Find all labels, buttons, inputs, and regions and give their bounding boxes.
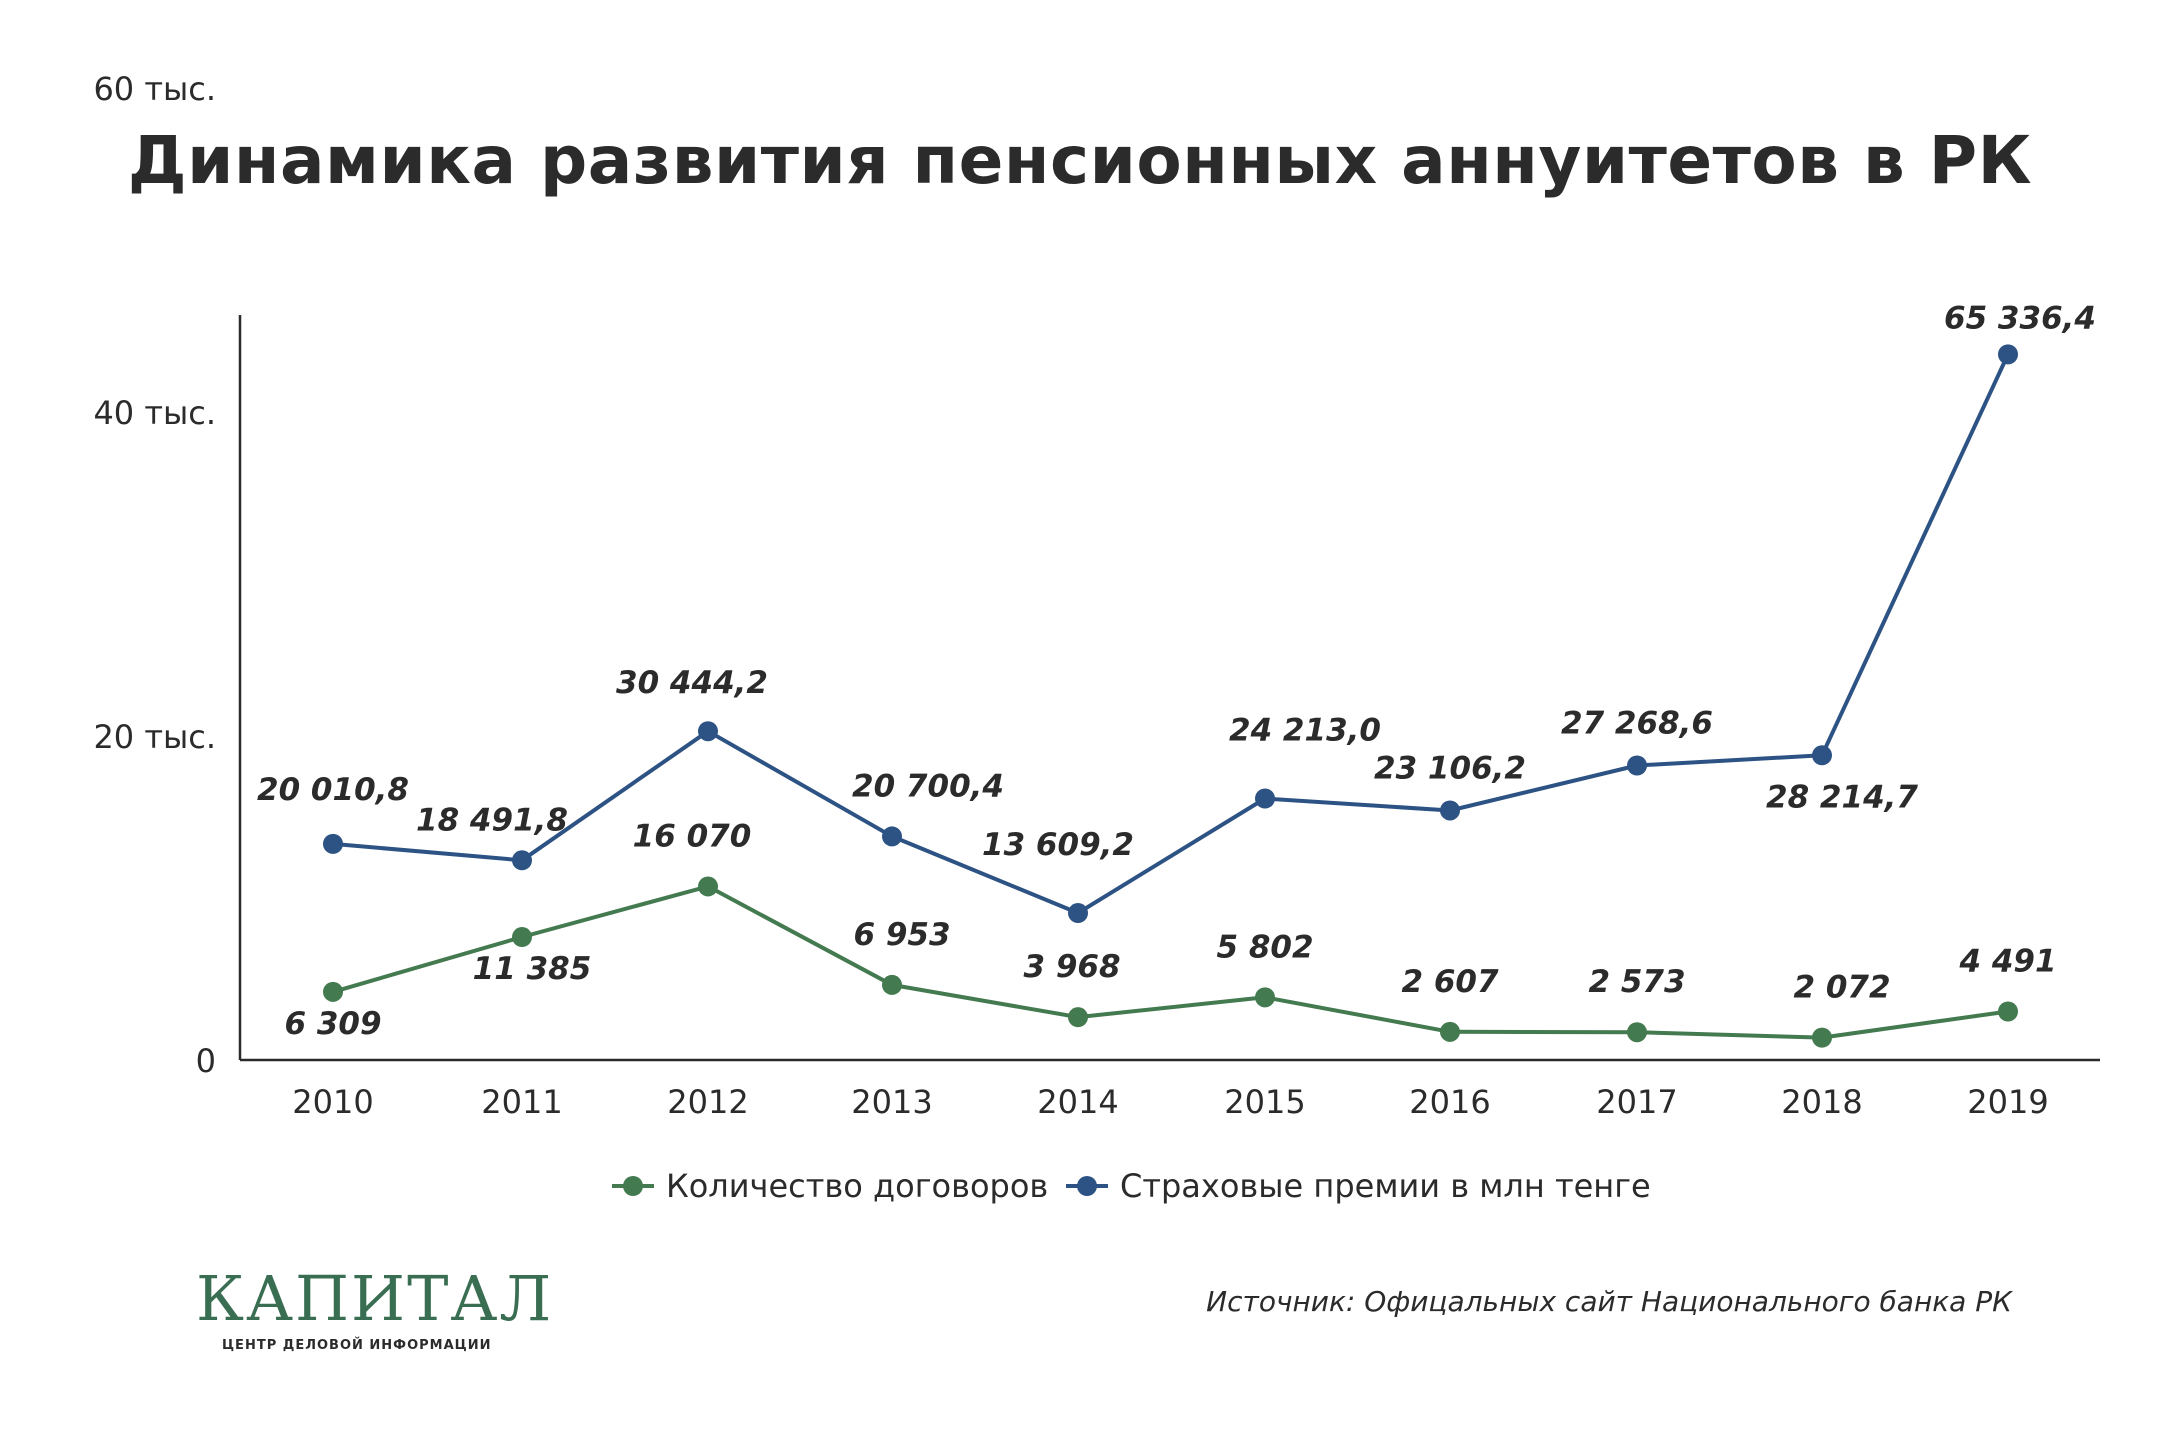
data-point-contracts [1440,1021,1460,1042]
data-point-premiums [1068,903,1088,924]
y-tick-label: 0 [196,1042,216,1080]
legend-label-premiums: Страховые премии в млн тенге [1120,1167,1651,1205]
data-label-premiums: 20 700,4 [852,768,1004,804]
data-label-premiums: 28 214,7 [1766,779,1918,815]
chart-series-lines [332,353,2010,1040]
legend-label-contracts: Количество договоров [666,1167,1048,1205]
logo-subtitle: ЦЕНТР ДЕЛОВОЙ ИНФОРМАЦИИ [222,1338,492,1353]
chart-title: Динамика развития пенсионных аннуитетов … [127,122,2033,199]
source-note: Источник: Офицальных сайт Национального … [1206,1285,2012,1318]
logo-wordmark: КАПИТАЛ [196,1262,554,1335]
data-point-premiums [698,721,718,742]
data-label-premiums: 13 609,2 [982,827,1134,863]
x-tick-label: 2017 [1596,1083,1677,1121]
data-point-premiums [1998,344,2018,365]
x-tick-label: 2011 [481,1083,562,1121]
x-tick-label: 2013 [851,1083,932,1121]
y-tick-label: 20 тыс. [93,718,216,756]
data-label-contracts: 6 953 [853,917,950,953]
data-label-premiums: 20 010,8 [257,772,409,808]
data-point-premiums [1627,755,1647,776]
data-point-contracts [323,981,343,1002]
data-point-contracts [1627,1022,1647,1043]
kapital-logo: КАПИТАЛ ЦЕНТР ДЕЛОВОЙ ИНФОРМАЦИИ [196,1262,554,1354]
data-point-premiums [1812,745,1832,766]
chart-legend: Количество договоров Страховые премии в м… [612,1167,1651,1205]
data-label-premiums: 24 213,0 [1229,712,1381,748]
data-label-contracts: 5 802 [1216,929,1313,965]
x-tick-label: 2010 [292,1083,373,1121]
x-tick-label: 2015 [1224,1083,1305,1121]
data-label-contracts: 16 070 [633,818,752,854]
data-point-contracts [698,876,718,897]
data-label-premiums: 65 336,4 [1944,300,2096,336]
chart-axes: 0 20 тыс. 40 тыс. 60 тыс. 2010 2011 2012 2013 20… [93,70,2100,1121]
x-tick-label: 2018 [1781,1083,1862,1121]
series-line-premiums [332,353,2010,915]
chart-points [323,344,2018,1048]
data-label-premiums: 27 268,6 [1561,705,1713,741]
x-tick-label: 2014 [1037,1083,1118,1121]
y-tick-label: 60 тыс. [93,70,216,108]
data-label-premiums: 18 491,8 [416,802,568,838]
data-point-premiums [512,850,532,871]
data-point-contracts [512,927,532,948]
data-label-contracts: 2 072 [1793,970,1890,1006]
data-label-premiums: 30 444,2 [616,665,768,701]
data-point-premiums [323,833,343,854]
data-label-contracts: 4 491 [1958,943,2056,979]
data-point-contracts [882,974,902,995]
series-line-contracts [332,884,2009,1040]
data-label-premiums: 23 106,2 [1374,750,1526,786]
x-tick-label: 2019 [1967,1083,2048,1121]
chart-data-labels: 6 309 11 385 16 070 6 953 3 968 5 802 2 607 2 5… [257,300,2096,1041]
x-tick-label: 2012 [667,1083,748,1121]
legend-swatch-dot-contracts [623,1176,643,1196]
data-label-contracts: 6 309 [284,1006,381,1042]
data-point-contracts [1998,1001,2018,1022]
data-point-premiums [1440,800,1460,821]
data-label-contracts: 11 385 [473,951,592,987]
data-point-contracts [1068,1007,1088,1028]
data-point-premiums [882,826,902,847]
data-label-contracts: 2 607 [1401,964,1499,1000]
data-point-contracts [1255,987,1275,1008]
data-point-premiums [1255,788,1275,809]
data-label-contracts: 3 968 [1023,949,1120,985]
y-tick-label: 40 тыс. [93,394,216,432]
data-label-contracts: 2 573 [1588,964,1685,1000]
data-point-contracts [1812,1027,1832,1048]
legend-swatch-dot-premiums [1077,1176,1097,1196]
x-tick-label: 2016 [1409,1083,1490,1121]
